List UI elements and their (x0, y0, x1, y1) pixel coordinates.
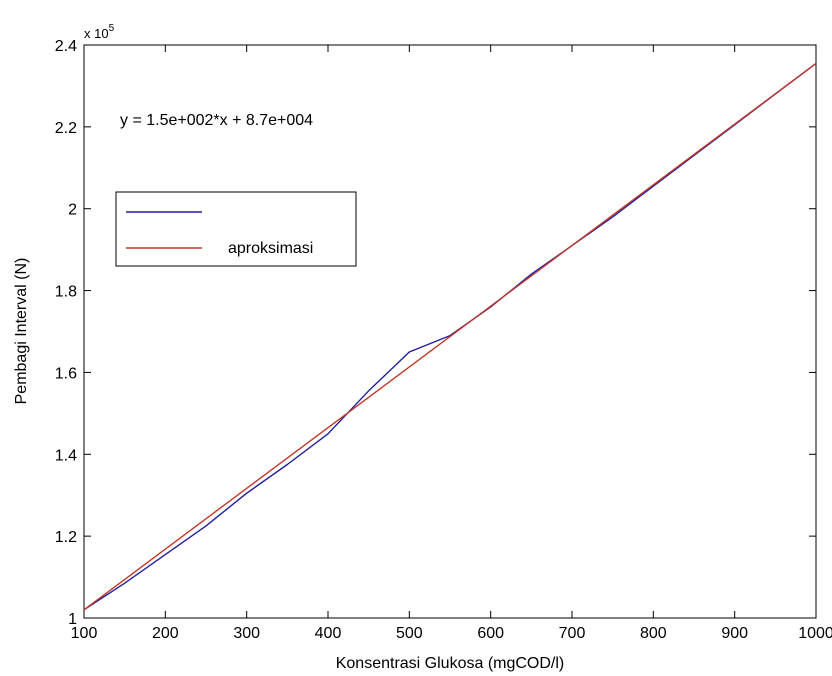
y-tick-label: 1.8 (55, 284, 77, 301)
y-multiplier-base: x 10 (84, 26, 109, 41)
y-tick-label: 1.6 (55, 365, 77, 382)
y-tick-label: 1 (68, 611, 77, 628)
x-tick-label: 300 (233, 625, 260, 642)
legend-label-series-2: aproksimasi (228, 240, 313, 257)
legend: aproksimasi (115, 191, 357, 267)
x-tick-label: 700 (559, 625, 586, 642)
x-tick-label: 100 (71, 625, 98, 642)
y-axis-multiplier: x 105 (84, 23, 115, 41)
series-line-1 (83, 62, 817, 611)
y-tick-label: 1.4 (55, 447, 77, 464)
series-line-2 (83, 62, 817, 611)
x-tick-label: 900 (721, 625, 748, 642)
plot-area (83, 44, 817, 619)
equation-annotation: y = 1.5e+002*x + 8.7e+004 (120, 112, 313, 129)
y-tick-label: 2.2 (55, 120, 77, 137)
legend-box (115, 191, 357, 267)
y-axis-label: Pembagi Interval (N) (13, 258, 30, 405)
x-tick-label: 600 (477, 625, 504, 642)
y-tick-labels: 1 1.2 1.4 1.6 1.8 2 2.2 2.4 (55, 38, 77, 628)
x-tick-label: 400 (315, 625, 342, 642)
x-tick-label: 1000 (798, 625, 832, 642)
y-tick-label: 2.4 (55, 38, 77, 55)
x-tick-label: 500 (396, 625, 423, 642)
x-tick-labels: 100 200 300 400 500 600 700 800 900 1000 (71, 625, 832, 642)
x-tick-label: 200 (152, 625, 179, 642)
series-lines (83, 62, 817, 611)
y-multiplier-exponent: 5 (109, 23, 115, 34)
x-tick-label: 800 (640, 625, 667, 642)
y-tick-label: 1.2 (55, 529, 77, 546)
y-tick-label: 2 (68, 202, 77, 219)
x-axis-label: Konsentrasi Glukosa (mgCOD/l) (336, 655, 565, 672)
tick-marks (83, 44, 817, 619)
